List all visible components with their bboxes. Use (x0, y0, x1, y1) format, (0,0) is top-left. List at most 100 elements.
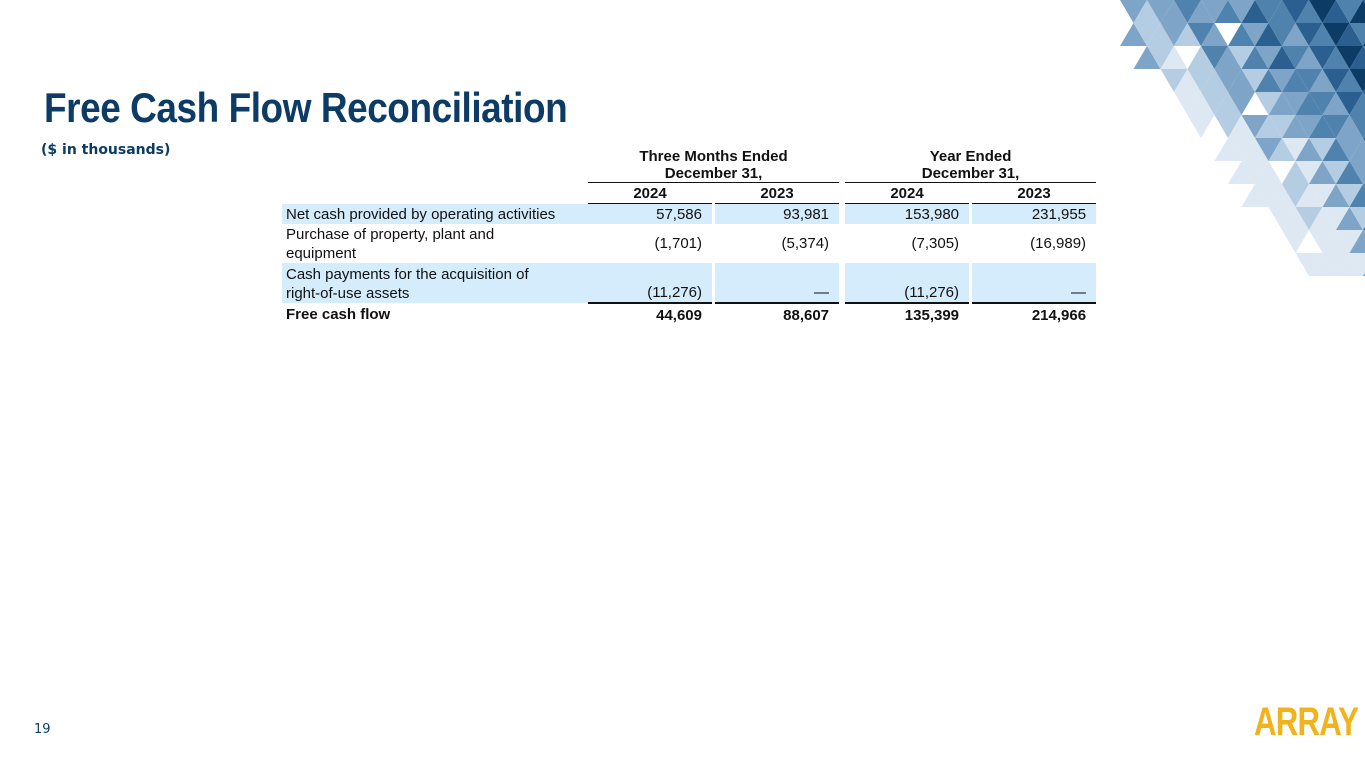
decorative-triangle (1309, 230, 1336, 253)
decorative-triangle (1336, 46, 1363, 69)
decorative-triangle (1174, 69, 1201, 92)
decorative-triangle (1255, 138, 1282, 161)
triangle-pattern-decoration (1120, 0, 1365, 276)
decorative-triangle (1147, 23, 1174, 46)
decorative-triangle (1322, 0, 1350, 23)
decorative-triangle (1268, 23, 1296, 46)
free-cash-flow-table: Three Months Ended December 31, Year End… (282, 148, 1097, 326)
year-header: 2024 (845, 183, 970, 204)
year-header-row: 2024 2023 2024 2023 (282, 183, 1097, 204)
decorative-triangle (1295, 161, 1323, 184)
decorative-triangle (1255, 115, 1282, 138)
decorative-triangle (1241, 46, 1269, 69)
decorative-triangle (1349, 23, 1365, 46)
decorative-triangle (1268, 184, 1296, 207)
decorative-triangle (1133, 0, 1161, 23)
cell-value: (1,701) (654, 235, 702, 252)
cell-value: (7,305) (911, 235, 960, 252)
row-label-line: Cash payments for the acquisition of (286, 266, 529, 283)
table-row: Purchase of property, plant and equipment… (282, 224, 1096, 263)
decorative-triangle (1295, 92, 1323, 115)
decorative-triangle (1282, 46, 1309, 69)
decorative-triangle (1147, 0, 1174, 23)
table-row: Net cash provided by operating activitie… (282, 204, 1097, 224)
decorative-triangle (1255, 161, 1282, 184)
decorative-triangle (1322, 69, 1350, 92)
decorative-triangle (1322, 184, 1350, 207)
group-header-line: December 31, (921, 165, 1020, 182)
cell-value: — (715, 263, 840, 303)
decorative-triangle (1187, 115, 1215, 138)
group-header-year: Year Ended December 31, (845, 148, 1097, 183)
decorative-triangle (1255, 184, 1282, 207)
decorative-triangle (1309, 23, 1336, 46)
decorative-triangle (1295, 253, 1323, 276)
group-header-line: Year Ended (929, 148, 1012, 165)
decorative-triangle (1349, 184, 1365, 207)
decorative-triangle (1295, 115, 1323, 138)
decorative-triangle (1228, 69, 1255, 92)
decorative-triangle (1295, 0, 1323, 23)
decorative-triangle (1309, 253, 1336, 276)
decorative-triangle (1322, 115, 1350, 138)
cell-value: 231,955 (972, 204, 1097, 224)
decorative-triangle (1349, 161, 1365, 184)
decorative-triangle (1282, 92, 1309, 115)
total-value: 88,607 (715, 303, 840, 326)
cell-value: 57,586 (588, 204, 712, 224)
decorative-triangle (1336, 253, 1363, 276)
decorative-triangle (1241, 138, 1269, 161)
decorative-triangle (1349, 69, 1365, 92)
decorative-triangle (1228, 0, 1255, 23)
decorative-triangle (1174, 0, 1201, 23)
total-value: 44,609 (588, 303, 712, 326)
decorative-triangle (1336, 161, 1363, 184)
decorative-triangle (1120, 0, 1147, 23)
decorative-triangle (1255, 46, 1282, 69)
decorative-triangle (1309, 46, 1336, 69)
decorative-triangle (1282, 207, 1309, 230)
decorative-triangle (1268, 138, 1296, 161)
decorative-triangle (1214, 69, 1242, 92)
decorative-triangle (1336, 207, 1363, 230)
decorative-triangle (1120, 23, 1147, 46)
total-value: 135,399 (845, 303, 970, 326)
decorative-triangle (1187, 92, 1215, 115)
decorative-triangle (1241, 161, 1269, 184)
decorative-triangle (1295, 69, 1323, 92)
decorative-triangle (1282, 230, 1309, 253)
year-header: 2023 (715, 183, 840, 204)
decorative-triangle (1214, 138, 1242, 161)
decorative-triangle (1322, 207, 1350, 230)
decorative-triangle (1322, 253, 1350, 276)
decorative-triangle (1228, 46, 1255, 69)
cell-value: (11,276) (588, 263, 712, 303)
total-value: 214,966 (972, 303, 1097, 326)
decorative-triangle (1228, 161, 1255, 184)
decorative-triangle (1268, 92, 1296, 115)
decorative-triangle (1322, 138, 1350, 161)
decorative-triangle (1322, 46, 1350, 69)
decorative-triangle (1241, 0, 1269, 23)
decorative-triangle (1295, 138, 1323, 161)
decorative-triangle (1309, 115, 1336, 138)
decorative-triangle (1228, 23, 1255, 46)
cell-value: — (972, 263, 1097, 303)
array-logo: ARRAY (1254, 700, 1359, 744)
decorative-triangle (1228, 92, 1255, 115)
decorative-triangle (1214, 115, 1242, 138)
decorative-triangle (1255, 92, 1282, 115)
decorative-triangle (1174, 92, 1201, 115)
cell-value: (5,374) (781, 235, 830, 252)
decorative-triangle (1282, 23, 1309, 46)
decorative-triangle (1322, 23, 1350, 46)
total-row: Free cash flow 44,609 88,607 135,399 214… (282, 303, 1097, 326)
decorative-triangle (1295, 207, 1323, 230)
row-label-line: equipment (286, 245, 357, 262)
decorative-triangle (1282, 184, 1309, 207)
decorative-triangle (1268, 69, 1296, 92)
row-label-line: right-of-use assets (286, 285, 410, 302)
cell-value: (11,276) (845, 263, 970, 303)
decorative-triangle (1174, 23, 1201, 46)
decorative-triangle (1349, 230, 1365, 253)
